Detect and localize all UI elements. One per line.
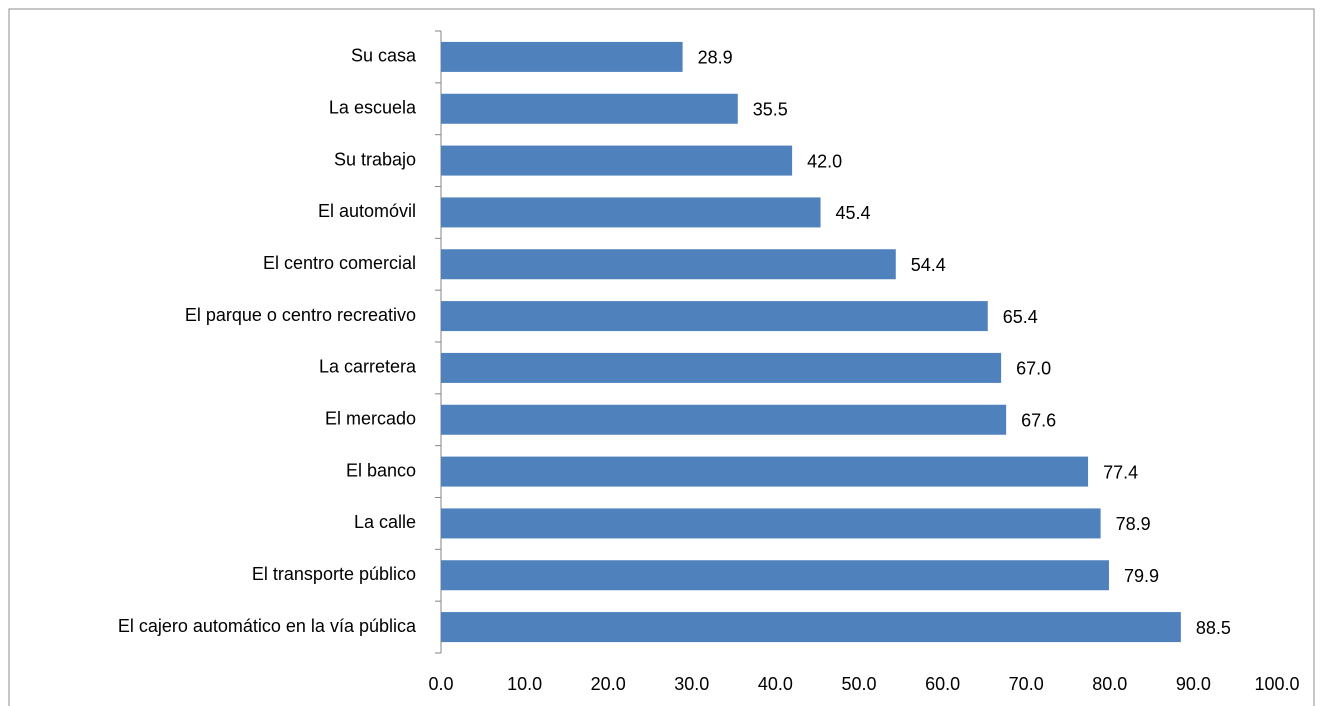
y-tick-label: La carretera — [319, 357, 417, 377]
y-tick-label: La escuela — [329, 98, 417, 118]
bar — [441, 560, 1109, 591]
y-tick-label: El banco — [346, 460, 416, 480]
value-label: 42.0 — [807, 151, 842, 171]
x-tick-label: 40.0 — [758, 674, 793, 694]
bar — [441, 301, 988, 332]
x-tick-label: 60.0 — [925, 674, 960, 694]
y-tick-label: El parque o centro recreativo — [185, 305, 416, 325]
y-tick-label: El cajero automático en la vía pública — [118, 616, 417, 636]
bar — [441, 197, 821, 228]
x-tick-label: 90.0 — [1176, 674, 1211, 694]
y-tick-label: El mercado — [325, 409, 416, 429]
y-tick-label: Su trabajo — [334, 149, 416, 169]
bar — [441, 508, 1101, 539]
value-label: 67.6 — [1021, 411, 1056, 431]
bar — [441, 249, 896, 280]
value-label: 88.5 — [1196, 618, 1231, 638]
bar — [441, 456, 1089, 487]
x-tick-label: 10.0 — [507, 674, 542, 694]
x-tick-label: 100.0 — [1254, 674, 1299, 694]
x-tick-label: 20.0 — [591, 674, 626, 694]
y-tick-label: El centro comercial — [263, 253, 416, 273]
value-label: 45.4 — [836, 203, 871, 223]
bar — [441, 352, 1002, 383]
value-label: 79.9 — [1124, 566, 1159, 586]
y-tick-label: El automóvil — [318, 201, 416, 221]
bar — [441, 404, 1007, 435]
bar — [441, 93, 738, 124]
y-tick-label: Su casa — [351, 46, 417, 66]
value-label: 54.4 — [911, 255, 946, 275]
value-label: 77.4 — [1103, 462, 1138, 482]
x-tick-label: 0.0 — [428, 674, 453, 694]
x-tick-label: 70.0 — [1009, 674, 1044, 694]
y-tick-label: La calle — [354, 512, 416, 532]
x-tick-label: 80.0 — [1092, 674, 1127, 694]
y-tick-label: El transporte público — [252, 564, 416, 584]
bar — [441, 612, 1181, 643]
bar — [441, 145, 793, 176]
value-label: 65.4 — [1003, 307, 1038, 327]
value-label: 67.0 — [1016, 359, 1051, 379]
x-tick-label: 50.0 — [841, 674, 876, 694]
value-label: 28.9 — [698, 48, 733, 68]
value-label: 78.9 — [1116, 514, 1151, 534]
bar — [441, 41, 683, 72]
chart-frame — [8, 8, 1315, 706]
x-tick-label: 30.0 — [674, 674, 709, 694]
value-label: 35.5 — [753, 100, 788, 120]
